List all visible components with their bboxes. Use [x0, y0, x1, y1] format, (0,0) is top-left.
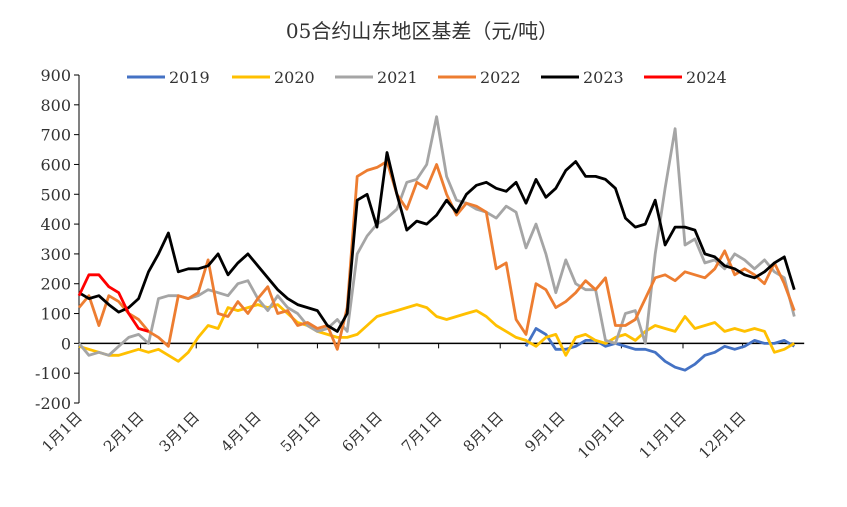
- x-tick-label: 3月1日: [156, 408, 203, 455]
- y-tick-label: -200: [35, 394, 71, 413]
- x-tick-label: 2月1日: [100, 408, 147, 455]
- x-tick-label: 4月1日: [217, 408, 264, 455]
- x-tick-label: 9月1日: [521, 408, 568, 455]
- series-line-2022: [77, 160, 796, 351]
- legend-label: 2022: [480, 68, 521, 87]
- x-tick-label: 12月1日: [695, 408, 749, 462]
- y-tick-label: -100: [35, 364, 71, 383]
- y-tick-label: 400: [40, 215, 71, 234]
- series-line-2023: [78, 151, 796, 333]
- y-tick-label: 700: [40, 126, 71, 145]
- y-tick-label: 900: [40, 66, 71, 85]
- x-tick-label: 10月1日: [574, 408, 628, 462]
- y-tick-label: 500: [40, 185, 71, 204]
- series-line-2019: [524, 327, 796, 372]
- legend-label: 2024: [686, 68, 727, 87]
- legend-item-2021: 2021: [335, 68, 418, 87]
- legend-item-2020: 2020: [232, 68, 315, 87]
- y-tick-label: 600: [40, 155, 71, 174]
- x-tick-label: 1月1日: [38, 408, 85, 455]
- legend-item-2024: 2024: [644, 68, 727, 87]
- legend-item-2023: 2023: [541, 68, 624, 87]
- series-line-2024: [77, 273, 149, 333]
- legend-label: 2021: [377, 68, 418, 87]
- legend-label: 2019: [169, 68, 210, 87]
- x-tick-label: 11月1日: [636, 408, 690, 462]
- x-axis: 1月1日 2月1日 3月1日 4月1日 5月1日 6月1日 7月1日 8月1日 9月1日 10月1…: [38, 342, 805, 462]
- legend-label: 2023: [583, 68, 624, 87]
- x-tick-label: 7月1日: [398, 408, 445, 455]
- x-tick-label: 8月1日: [460, 408, 507, 455]
- legend: 2019 2020 2021 2022 2023 2024: [127, 68, 727, 87]
- series-line-2021: [77, 115, 796, 357]
- legend-item-2022: 2022: [438, 68, 521, 87]
- series-lines: [77, 115, 796, 372]
- y-tick-label: 0: [61, 334, 71, 353]
- legend-item-2019: 2019: [127, 68, 210, 87]
- x-tick-label: 5月1日: [277, 408, 324, 455]
- y-tick-label: 800: [40, 96, 71, 115]
- y-tick-label: 300: [40, 245, 71, 264]
- x-tick-label: 6月1日: [338, 408, 385, 455]
- series-line-2020: [78, 303, 796, 363]
- y-axis: -200 -100 0 100 200 300 400 500 600 700 800 900: [35, 66, 80, 413]
- y-tick-label: 100: [40, 305, 71, 324]
- legend-label: 2020: [274, 68, 315, 87]
- y-tick-label: 200: [40, 275, 71, 294]
- chart-title: 05合约山东地区基差（元/吨）: [286, 19, 558, 43]
